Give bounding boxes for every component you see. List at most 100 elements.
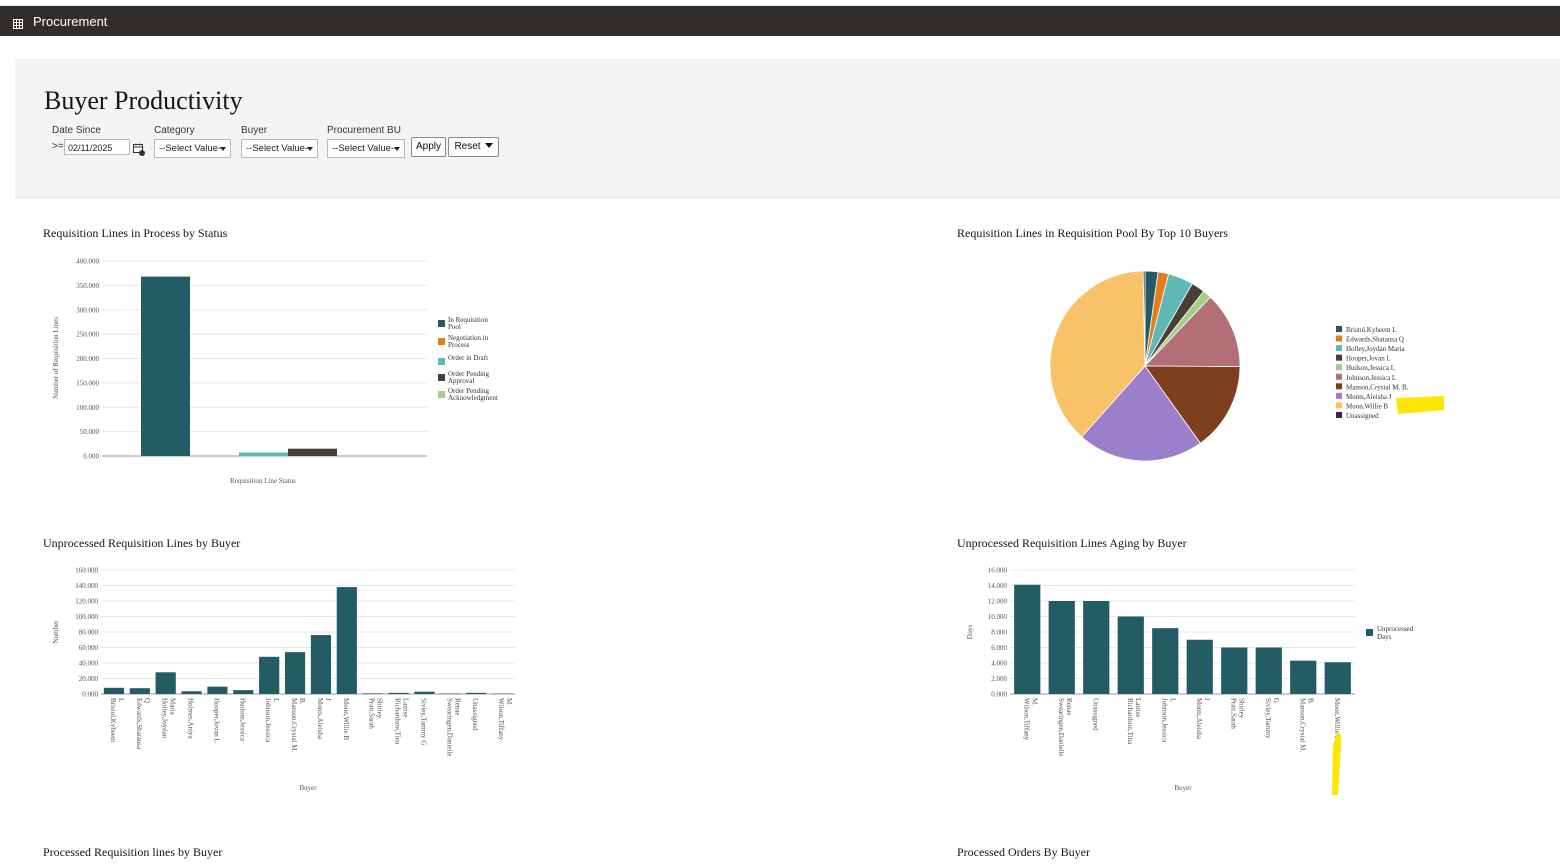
chart-title-processed-lines: Processed Requisition lines by Buyer <box>43 845 223 859</box>
aging-bar <box>1083 601 1110 694</box>
aging-x-tick-label: Johnson,Jessica <box>1160 698 1168 743</box>
unprocessed-y-axis-label: Number <box>52 620 60 644</box>
highlight-mark <box>1332 732 1342 795</box>
pie-legend-swatch <box>1336 354 1342 361</box>
buyer-select[interactable]: --Select Value-- <box>241 139 318 158</box>
status-y-tick-label: 150.000 <box>76 379 99 387</box>
pie-slice <box>1142 270 1146 367</box>
app-title: Procurement <box>33 13 108 29</box>
aging-legend-label: Unprocessed <box>1377 625 1414 633</box>
pie-legend-label: Moon,Willie B <box>1346 402 1388 410</box>
procurement-bu-label: Procurement BU <box>327 125 401 136</box>
status-legend-swatch <box>438 338 445 345</box>
unprocessed-y-tick-label: 140.000 <box>75 582 98 590</box>
grid-icon[interactable] <box>13 16 23 29</box>
unprocessed-x-tick-label: Edwards,Shatausa <box>135 698 143 750</box>
aging-x-tick-label: Swearingen,Danielle <box>1057 698 1065 757</box>
aging-legend-swatch <box>1366 629 1373 636</box>
unprocessed-x-tick-label: Renae <box>453 698 461 716</box>
unprocessed-y-tick-label: 120.000 <box>75 598 98 606</box>
chart-title-unprocessed: Unprocessed Requisition Lines by Buyer <box>43 536 241 550</box>
pie-legend-swatch <box>1336 392 1342 399</box>
unprocessed-x-tick-label: Monts,Aleisha <box>316 698 324 740</box>
status-y-tick-label: 350.000 <box>76 282 99 290</box>
unprocessed-y-tick-label: 60.000 <box>79 644 99 652</box>
aging-x-tick-label: Latrise <box>1134 698 1142 717</box>
aging-x-tick-label: Pratt,Sarah <box>1229 698 1237 729</box>
unprocessed-x-tick-label: Unassigned <box>471 698 479 731</box>
aging-bar <box>1221 647 1248 694</box>
aging-x-axis-label: Buyer <box>1174 784 1192 792</box>
category-select[interactable]: --Select Value-- <box>154 139 231 158</box>
pie-legend-swatch <box>1336 335 1342 342</box>
top-border <box>0 0 1560 6</box>
pie-legend-label: Bristol,Kyheem L <box>1346 326 1397 334</box>
aging-bar <box>1048 601 1075 694</box>
status-legend-label: Process <box>448 341 470 349</box>
reset-button[interactable]: Reset <box>448 137 499 157</box>
filter-panel <box>15 59 1560 198</box>
unprocessed-x-tick-label: Sivley,Tammy G <box>419 698 427 745</box>
aging-bar <box>1152 628 1179 694</box>
status-legend-swatch <box>438 358 445 365</box>
chevron-down-icon <box>307 147 313 151</box>
category-select-value: --Select Value-- <box>159 143 225 154</box>
aging-y-tick-label: 8.000 <box>991 629 1007 637</box>
aging-x-tick-label: Sivley,Tammy <box>1264 698 1272 739</box>
unprocessed-x-tick-label: Swearingen,Danielle <box>445 698 453 757</box>
unprocessed-x-tick-label: Shirley <box>376 698 384 719</box>
procurement-bu-select[interactable]: --Select Value-- <box>327 139 405 158</box>
unprocessed-x-tick-label: Wilson,Tiffany <box>497 698 505 741</box>
unprocessed-x-tick-label: Richardson,Tina <box>394 698 402 745</box>
aging-bar <box>1290 660 1317 694</box>
app-header: Procurement <box>0 6 1560 36</box>
aging-y-axis-label: Days <box>966 625 974 640</box>
unprocessed-bar <box>259 656 280 694</box>
aging-x-tick-label: Wilson,Tiffany <box>1022 698 1030 741</box>
pie-legend-swatch <box>1336 383 1342 390</box>
date-since-input[interactable]: 02/11/2025 <box>64 139 130 155</box>
aging-x-tick-label: Unassigned <box>1091 698 1099 731</box>
pie-legend-swatch <box>1336 326 1342 332</box>
unprocessed-y-tick-label: 80.000 <box>79 629 99 637</box>
pie-legend-label: Hooper,Jovan L <box>1346 355 1391 363</box>
pie-slice <box>1081 365 1201 462</box>
unprocessed-bar <box>414 691 435 694</box>
calendar-icon[interactable] <box>133 143 145 156</box>
status-x-axis-label: Requisition Line Status <box>230 477 296 485</box>
unprocessed-x-tick-label: Hudson,Jessica <box>238 698 246 742</box>
unprocessed-bar <box>362 693 383 694</box>
status-legend-label: Order Pending <box>448 387 490 395</box>
unprocessed-bar <box>310 635 332 694</box>
aging-y-tick-label: 10.000 <box>988 613 1008 621</box>
unprocessed-y-tick-label: 0.000 <box>82 691 98 699</box>
aging-x-tick-label: Shirley <box>1237 698 1245 719</box>
status-y-tick-label: 0.000 <box>83 453 99 461</box>
unprocessed-x-tick-label: Bristol,Kyheem <box>109 698 117 743</box>
reset-button-label: Reset <box>454 141 481 152</box>
status-y-tick-label: 300.000 <box>76 306 99 314</box>
pie-slice <box>1049 270 1146 438</box>
aging-x-tick-label: G <box>1272 698 1280 703</box>
unprocessed-x-tick-label: Q <box>143 698 151 703</box>
unprocessed-y-tick-label: 40.000 <box>79 660 99 668</box>
page-title: Buyer Productivity <box>44 86 243 115</box>
status-legend-label: Pool <box>448 323 461 331</box>
pie-slice <box>1144 296 1241 367</box>
chevron-down-icon <box>394 147 400 151</box>
pie-legend-swatch <box>1336 364 1342 371</box>
status-legend-label: Approval <box>448 377 474 385</box>
unprocessed-bar <box>155 672 176 694</box>
unprocessed-x-tick-label: Latrise <box>402 698 410 717</box>
unprocessed-x-tick-label: Hooper,Jovan L <box>212 698 220 743</box>
aging-bar <box>1255 647 1282 694</box>
apply-button[interactable]: Apply <box>411 137 446 157</box>
unprocessed-bar <box>181 691 202 694</box>
procurement-bu-select-value: --Select Value-- <box>332 143 398 154</box>
pie-slice <box>1144 365 1241 444</box>
pie-legend-label: Unassigned <box>1346 412 1379 420</box>
pie-legend-swatch <box>1336 411 1342 418</box>
aging-x-tick-label: Renae <box>1065 698 1073 716</box>
aging-x-tick-label: B. <box>1306 698 1314 705</box>
unprocessed-bar <box>388 692 409 694</box>
